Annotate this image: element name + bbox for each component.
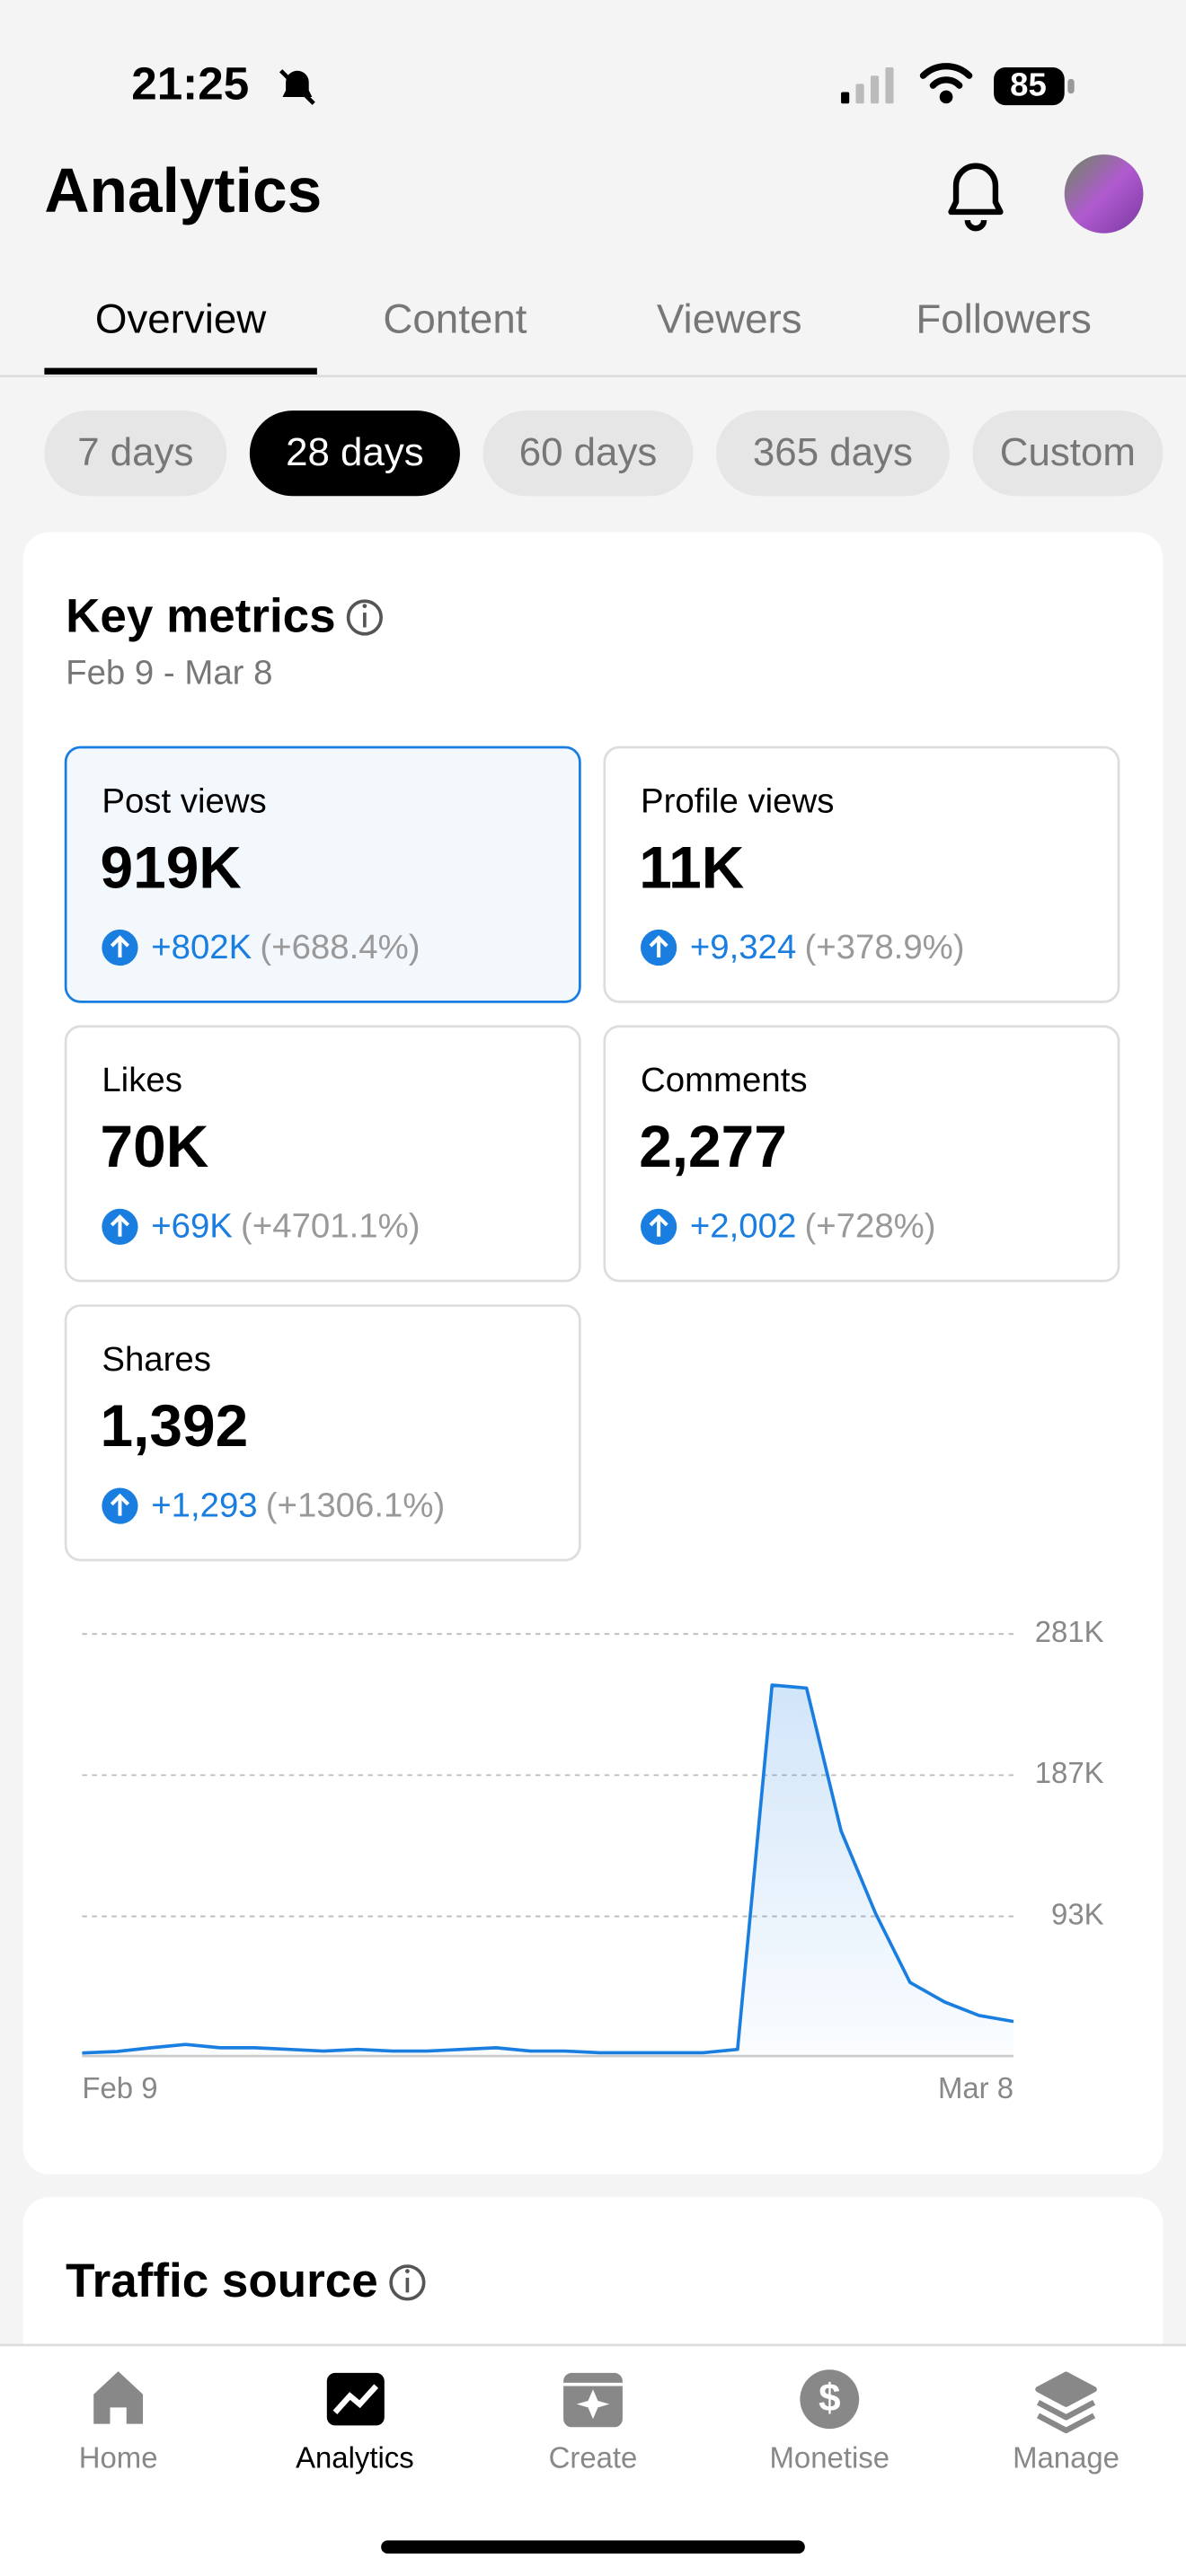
y-tick-label: 281K: [1035, 1615, 1104, 1648]
x-tick-label: Mar 8: [938, 2071, 1013, 2104]
period-label[interactable]: 365 days: [753, 430, 913, 474]
tab[interactable]: Viewers: [657, 296, 802, 342]
battery-level: 85: [1010, 66, 1047, 103]
svg-text:$: $: [819, 2377, 840, 2421]
metric-card[interactable]: [64, 1304, 581, 1562]
create-icon[interactable]: [563, 2372, 623, 2428]
info-icon[interactable]: [389, 2264, 426, 2301]
analytics-icon[interactable]: [326, 2372, 385, 2426]
nav-label[interactable]: Home: [79, 2441, 158, 2475]
metric-label: Post views: [102, 781, 266, 820]
status-time: 21:25: [131, 58, 249, 110]
tab[interactable]: Content: [383, 296, 527, 342]
metric-value: 11K: [639, 834, 744, 900]
y-tick-label: 187K: [1035, 1756, 1104, 1789]
home-indicator: [381, 2540, 805, 2554]
info-icon[interactable]: [346, 599, 383, 636]
nav-label[interactable]: Manage: [1013, 2441, 1120, 2475]
up-arrow: [649, 935, 668, 957]
metric-percent: (+4701.1%): [241, 1207, 420, 1246]
metric-change-line: +1,293 (+1306.1%): [151, 1486, 445, 1525]
section-title: Traffic source: [66, 2254, 378, 2307]
up-arrow: [110, 1493, 130, 1516]
period-label[interactable]: 7 days: [77, 430, 193, 474]
up-arrow: [110, 935, 130, 957]
metric-change: +1,293: [151, 1486, 257, 1525]
period-pill[interactable]: [44, 410, 227, 497]
avatar[interactable]: [1064, 154, 1144, 234]
manage-icon[interactable]: [1035, 2371, 1097, 2434]
metric-label: Likes: [102, 1061, 182, 1099]
metric-percent: (+728%): [804, 1207, 935, 1246]
mute-icon: [279, 69, 315, 105]
tab[interactable]: Followers: [916, 296, 1091, 342]
period-label[interactable]: Custom: [1000, 430, 1136, 474]
signal-icon: [841, 67, 894, 104]
period-label[interactable]: 60 days: [519, 430, 658, 474]
metric-change: +9,324: [690, 928, 796, 966]
wifi-icon: [919, 63, 973, 104]
active-tab-indicator: [44, 367, 317, 375]
bell-button[interactable]: [948, 163, 1004, 232]
metric-label: Shares: [102, 1340, 211, 1379]
line: [82, 1683, 1014, 2055]
home-icon[interactable]: [93, 2371, 144, 2424]
period-filters: 7 days 28 days 60 days 365 days Custom: [44, 410, 1164, 497]
nav-label[interactable]: Monetise: [770, 2441, 890, 2475]
metric-label: Profile views: [641, 781, 834, 820]
metric-change-line: +69K (+4701.1%): [151, 1207, 420, 1246]
metric-value: 2,277: [639, 1113, 787, 1179]
nav-label[interactable]: Create: [549, 2441, 638, 2475]
metric-card[interactable]: [603, 745, 1120, 1003]
metric-change-line: +9,324 (+378.9%): [690, 928, 965, 966]
metric-label: Comments: [641, 1061, 808, 1099]
up-arrow: [649, 1213, 668, 1237]
metric-value: 70K: [101, 1113, 209, 1179]
metric-card[interactable]: [603, 1025, 1120, 1283]
metric-value: 919K: [101, 834, 242, 900]
tab[interactable]: Overview: [95, 296, 267, 342]
chart: 93K 187K 281K Feb 9 Mar 8: [82, 1615, 1104, 2104]
battery: [994, 67, 1065, 106]
battery-cap: [1067, 78, 1075, 94]
period-pill[interactable]: [249, 410, 460, 497]
y-tick-label: 93K: [1051, 1897, 1104, 1930]
metric-change: +69K: [151, 1207, 233, 1246]
tabs: Overview Content Viewers Followers: [95, 296, 1092, 342]
monetise-icon[interactable]: $: [800, 2369, 860, 2430]
period-pill[interactable]: [482, 410, 694, 497]
metric-percent: (+688.4%): [260, 928, 420, 966]
metric-value: 1,392: [101, 1392, 249, 1459]
metric-change-line: +2,002 (+728%): [690, 1207, 936, 1246]
metric-card[interactable]: [64, 1025, 581, 1283]
period-pill[interactable]: [972, 410, 1164, 497]
page-title: Analytics: [44, 155, 322, 225]
section-title: Key metrics: [66, 589, 336, 642]
period-label[interactable]: 28 days: [286, 430, 424, 474]
metric-change-line: +802K (+688.4%): [151, 928, 420, 966]
area: [82, 1685, 1014, 2057]
date-range: Feb 9 - Mar 8: [66, 654, 272, 693]
metric-percent: (+378.9%): [804, 928, 964, 966]
x-tick-label: Feb 9: [82, 2071, 157, 2104]
nav-labels: Home Analytics Create Monetise Manage: [79, 2441, 1120, 2475]
up-arrow: [110, 1213, 130, 1237]
metric-change: +802K: [151, 928, 252, 966]
nav-label[interactable]: Analytics: [296, 2441, 414, 2475]
metric-change: +2,002: [690, 1207, 796, 1246]
metric-card[interactable]: [64, 745, 581, 1003]
metric-cards: Post views 919K +802K (+688.4%) Profile view…: [64, 745, 1120, 1562]
period-pill[interactable]: [716, 410, 950, 497]
metric-percent: (+1306.1%): [266, 1486, 445, 1525]
